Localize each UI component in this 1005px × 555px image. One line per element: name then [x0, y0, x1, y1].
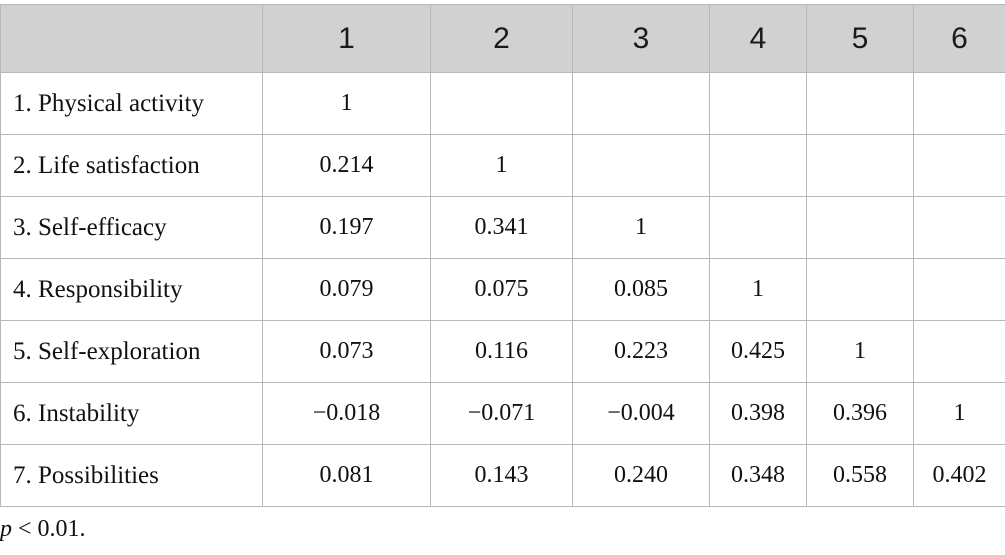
- table-cell: [709, 134, 807, 197]
- table-cell: 0.240: [572, 444, 710, 507]
- table-row: 4. Responsibility 0.079 0.075 0.085 1: [0, 258, 1005, 321]
- table-cell: −0.071: [430, 382, 573, 445]
- table-cell: [709, 72, 807, 135]
- table-cell: [913, 134, 1005, 197]
- table-cell: [913, 320, 1005, 383]
- table-cell: 0.558: [806, 444, 914, 507]
- table-cell: [806, 196, 914, 259]
- table-cell: 0.197: [262, 196, 431, 259]
- table-row: 2. Life satisfaction 0.214 1: [0, 134, 1005, 197]
- table-footnote: p < 0.01.: [0, 516, 86, 543]
- table-row: 5. Self-exploration 0.073 0.116 0.223 0.425 1: [0, 320, 1005, 383]
- table-cell: [572, 134, 710, 197]
- table-cell: 0.396: [806, 382, 914, 445]
- table-cell: 0.085: [572, 258, 710, 321]
- table-row: 1. Physical activity 1: [0, 72, 1005, 135]
- table-cell: 1: [572, 196, 710, 259]
- header-cell-5: 5: [806, 4, 914, 73]
- table-row: 3. Self-efficacy 0.197 0.341 1: [0, 196, 1005, 259]
- row-label: 1. Physical activity: [0, 72, 263, 135]
- table-cell: −0.018: [262, 382, 431, 445]
- table-cell: [913, 258, 1005, 321]
- table-cell: 0.402: [913, 444, 1005, 507]
- table-cell: [913, 196, 1005, 259]
- table-cell: 0.116: [430, 320, 573, 383]
- row-label: 7. Possibilities: [0, 444, 263, 507]
- row-label: 5. Self-exploration: [0, 320, 263, 383]
- table-cell: [806, 258, 914, 321]
- table-row: 7. Possibilities 0.081 0.143 0.240 0.348 0.55…: [0, 444, 1005, 507]
- row-label: 2. Life satisfaction: [0, 134, 263, 197]
- table-cell: 0.223: [572, 320, 710, 383]
- header-cell-3: 3: [572, 4, 710, 73]
- table-cell: [430, 72, 573, 135]
- table-cell: 0.341: [430, 196, 573, 259]
- table-cell: 1: [262, 72, 431, 135]
- table-cell: 0.081: [262, 444, 431, 507]
- table-cell: 1: [430, 134, 573, 197]
- table-row: 6. Instability −0.018 −0.071 −0.004 0.398 0.3…: [0, 382, 1005, 445]
- header-cell-4: 4: [709, 4, 807, 73]
- table-cell: 0.425: [709, 320, 807, 383]
- table-cell: 1: [913, 382, 1005, 445]
- table-cell: 0.073: [262, 320, 431, 383]
- table-cell: 0.079: [262, 258, 431, 321]
- table-header-row: 1 2 3 4 5 6: [0, 4, 1005, 73]
- footnote-text: < 0.01.: [12, 516, 86, 542]
- header-cell-6: 6: [913, 4, 1005, 73]
- table-cell: [709, 196, 807, 259]
- table-cell: 1: [709, 258, 807, 321]
- header-cell-corner: [0, 4, 263, 73]
- row-label: 6. Instability: [0, 382, 263, 445]
- header-cell-2: 2: [430, 4, 573, 73]
- header-cell-1: 1: [262, 4, 431, 73]
- table-cell: [913, 72, 1005, 135]
- table-cell: 0.348: [709, 444, 807, 507]
- table-cell: 0.214: [262, 134, 431, 197]
- footnote-variable: p: [0, 516, 12, 542]
- table-body: 1. Physical activity 1 2. Life satisfactio…: [0, 72, 1005, 507]
- table-cell: 0.143: [430, 444, 573, 507]
- correlation-table: 1 2 3 4 5 6 1. Physical activity 1 2. Life…: [0, 4, 1005, 507]
- table-cell: [806, 134, 914, 197]
- table-cell: [806, 72, 914, 135]
- table-cell: 0.398: [709, 382, 807, 445]
- table-cell: −0.004: [572, 382, 710, 445]
- row-label: 4. Responsibility: [0, 258, 263, 321]
- table-cell: 1: [806, 320, 914, 383]
- table-cell: [572, 72, 710, 135]
- table-cell: 0.075: [430, 258, 573, 321]
- row-label: 3. Self-efficacy: [0, 196, 263, 259]
